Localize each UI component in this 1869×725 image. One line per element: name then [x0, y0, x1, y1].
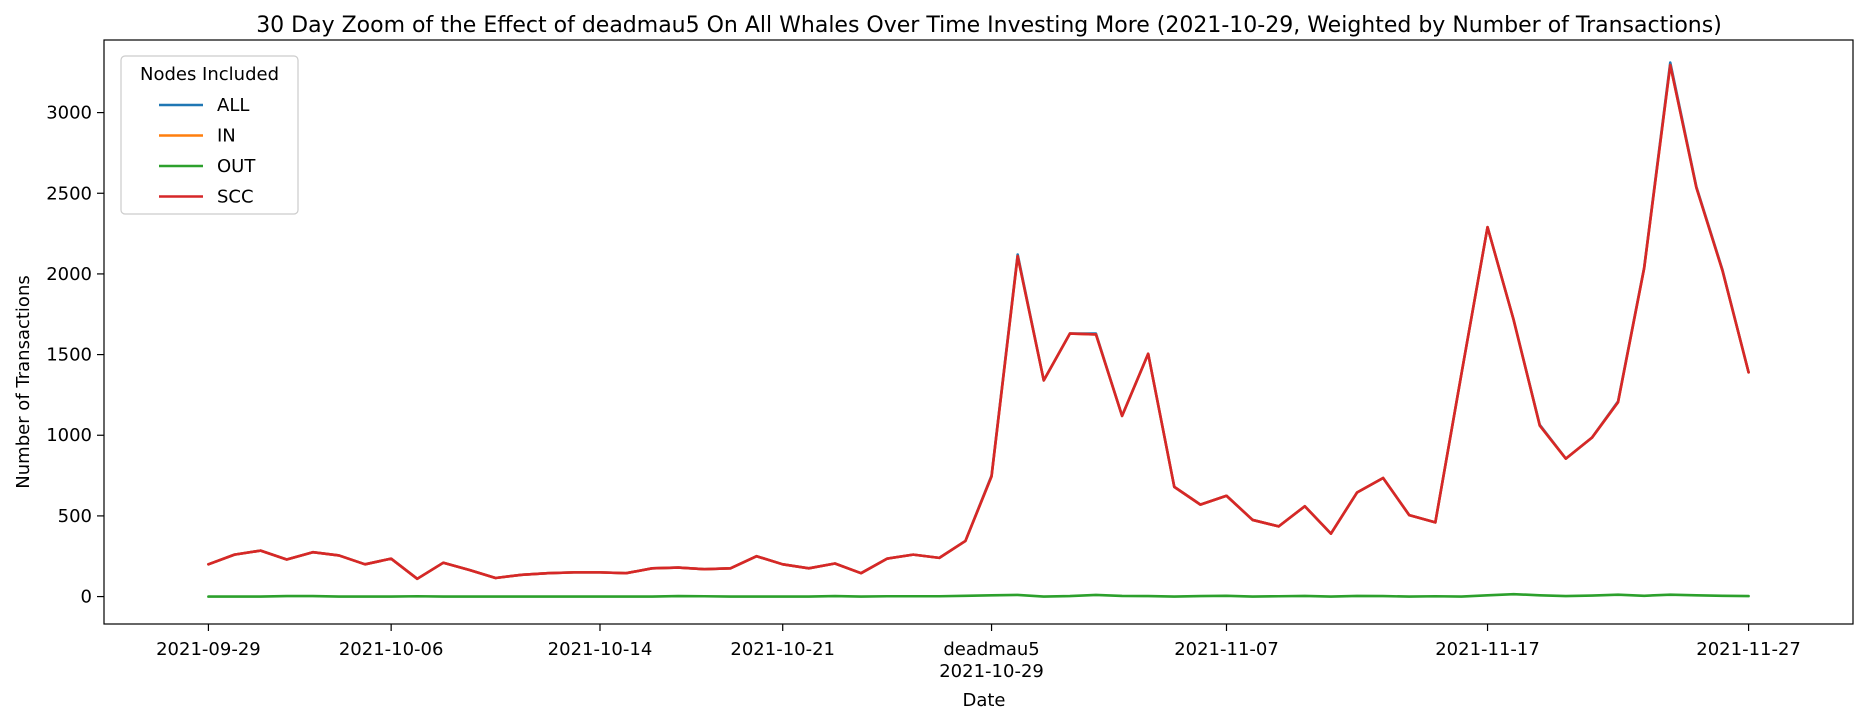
- legend-title: Nodes Included: [140, 64, 279, 85]
- y-tick-label: 500: [58, 506, 92, 527]
- legend-label-all: ALL: [217, 95, 249, 116]
- series-lines: [207, 61, 1750, 598]
- x-tick-label: 2021-10-21: [730, 639, 835, 660]
- legend-label-out: OUT: [217, 156, 256, 177]
- plot-area: 0 500 1000 1500 2000 2500 3000 2021-09-29 2021-1…: [46, 39, 1854, 682]
- x-tick-label: 2021-11-17: [1435, 639, 1540, 660]
- y-tick-label: 1000: [46, 425, 92, 446]
- x-tick-label: deadmau5: [943, 639, 1039, 660]
- x-tick-label: 2021-10-06: [339, 639, 444, 660]
- series-line-all: [207, 61, 1750, 581]
- y-axis-ticks: 0 500 1000 1500 2000 2500 3000: [46, 103, 104, 608]
- series-line-out: [207, 592, 1750, 598]
- y-tick-label: 1500: [46, 345, 92, 366]
- chart-legend: Nodes Included ALL IN OUT SCC: [120, 55, 299, 215]
- legend-label-scc: SCC: [217, 187, 254, 208]
- y-tick-label: 3000: [46, 103, 92, 124]
- chart-title: 30 Day Zoom of the Effect of deadmau5 On…: [256, 13, 1722, 38]
- y-tick-label: 2500: [46, 183, 92, 204]
- y-tick-label: 2000: [46, 264, 92, 285]
- x-tick-label: 2021-10-14: [548, 639, 653, 660]
- x-tick-label: 2021-10-29: [939, 661, 1044, 682]
- series-line-in: [207, 63, 1750, 581]
- legend-box: [120, 55, 299, 215]
- x-tick-label: 2021-11-07: [1174, 639, 1279, 660]
- axes-frame: [103, 39, 1854, 625]
- x-tick-label: 2021-09-29: [156, 639, 261, 660]
- series-line-scc: [207, 63, 1750, 581]
- legend-label-in: IN: [217, 126, 236, 147]
- x-tick-label: 2021-11-27: [1696, 639, 1801, 660]
- x-axis-label: Date: [962, 690, 1005, 711]
- x-axis-ticks: 2021-09-29 2021-10-06 2021-10-14 2021-10-21…: [156, 624, 1801, 682]
- y-axis-label: Number of Transactions: [13, 275, 34, 488]
- y-tick-label: 0: [81, 587, 92, 608]
